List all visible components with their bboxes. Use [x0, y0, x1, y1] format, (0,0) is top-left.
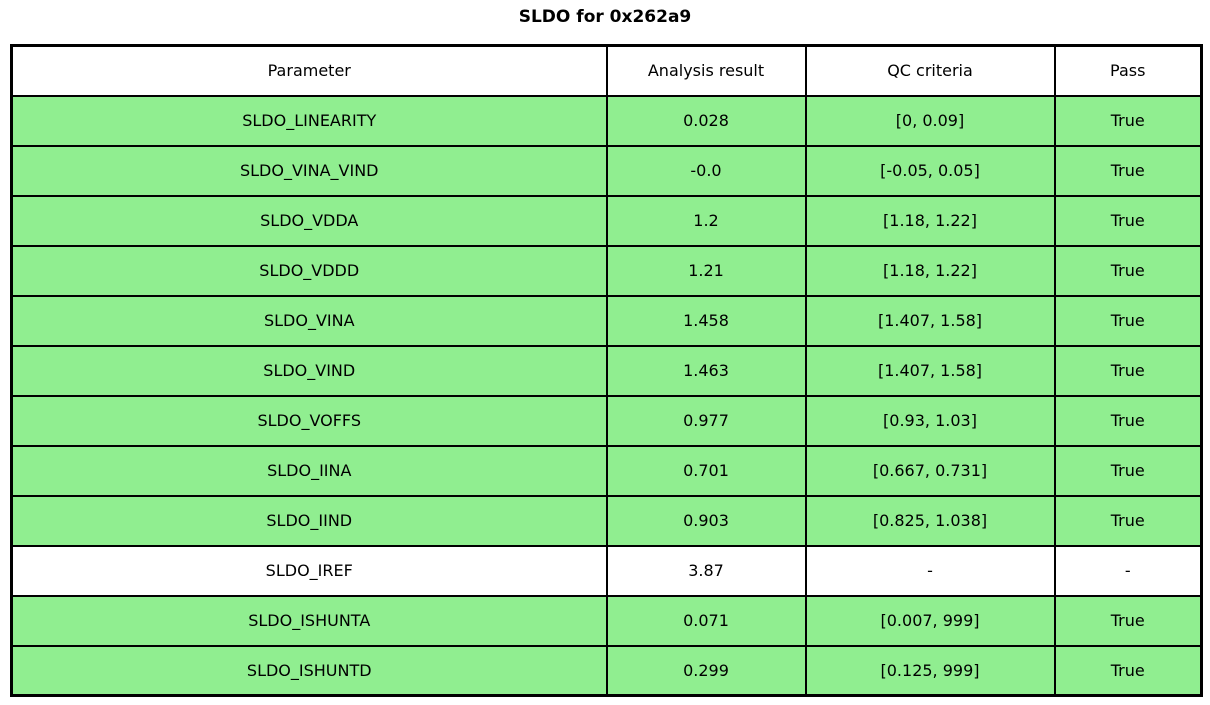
table-row: SLDO_VIND 1.463 [1.407, 1.58] True [10, 344, 1203, 397]
table-row: SLDO_VDDD 1.21 [1.18, 1.22] True [10, 244, 1203, 297]
table-row: SLDO_IINA 0.701 [0.667, 0.731] True [10, 444, 1203, 497]
table-row: SLDO_IIND 0.903 [0.825, 1.038] True [10, 494, 1203, 547]
cell-qc-criteria: - [804, 544, 1056, 597]
cell-parameter: SLDO_IINA [10, 444, 608, 497]
table-row: SLDO_IREF 3.87- - [10, 544, 1203, 597]
cell-parameter: SLDO_IREF [10, 544, 608, 597]
cell-analysis-result: -0.0 [605, 144, 807, 197]
column-header-qc-criteria: QC criteria [804, 44, 1056, 97]
cell-pass: True [1053, 494, 1203, 547]
cell-pass: True [1053, 244, 1203, 297]
column-header-parameter: Parameter [10, 44, 608, 97]
cell-qc-criteria: [0.007, 999] [804, 594, 1056, 647]
cell-parameter: SLDO_VDDD [10, 244, 608, 297]
cell-qc-criteria: [1.407, 1.58] [804, 344, 1056, 397]
cell-parameter: SLDO_ISHUNTA [10, 594, 608, 647]
cell-parameter: SLDO_VOFFS [10, 394, 608, 447]
cell-parameter: SLDO_VINA [10, 294, 608, 347]
cell-pass: True [1053, 144, 1203, 197]
table-row: SLDO_ISHUNTD 0.299 [0.125, 999] True [10, 644, 1203, 697]
cell-pass: True [1053, 94, 1203, 147]
cell-pass: True [1053, 194, 1203, 247]
table-row: SLDO_ISHUNTA 0.071 [0.007, 999] True [10, 594, 1203, 647]
cell-qc-criteria: [0.125, 999] [804, 644, 1056, 697]
cell-pass: True [1053, 294, 1203, 347]
table-row: SLDO_VDDA 1.2 [1.18, 1.22] True [10, 194, 1203, 247]
cell-parameter: SLDO_VDDA [10, 194, 608, 247]
cell-analysis-result: 0.701 [605, 444, 807, 497]
cell-parameter: SLDO_VIND [10, 344, 608, 397]
table-row: SLDO_VINA 1.458 [1.407, 1.58] True [10, 294, 1203, 347]
cell-analysis-result: 0.028 [605, 94, 807, 147]
cell-parameter: SLDO_IIND [10, 494, 608, 547]
cell-analysis-result: 0.903 [605, 494, 807, 547]
cell-pass: - [1053, 544, 1203, 597]
cell-pass: True [1053, 594, 1203, 647]
cell-qc-criteria: [-0.05, 0.05] [804, 144, 1056, 197]
cell-qc-criteria: [0, 0.09] [804, 94, 1056, 147]
table-row: SLDO_VOFFS 0.977 [0.93, 1.03] True [10, 394, 1203, 447]
column-header-analysis-result: Analysis result [605, 44, 807, 97]
cell-pass: True [1053, 644, 1203, 697]
cell-qc-criteria: [0.93, 1.03] [804, 394, 1056, 447]
cell-analysis-result: 0.299 [605, 644, 807, 697]
column-header-pass: Pass [1053, 44, 1203, 97]
cell-qc-criteria: [1.18, 1.22] [804, 194, 1056, 247]
table-row: SLDO_LINEARITY 0.028 [0, 0.09] True [10, 94, 1203, 147]
cell-pass: True [1053, 344, 1203, 397]
cell-analysis-result: 3.87 [605, 544, 807, 597]
cell-analysis-result: 1.463 [605, 344, 807, 397]
cell-analysis-result: 1.21 [605, 244, 807, 297]
cell-qc-criteria: [1.407, 1.58] [804, 294, 1056, 347]
page-title: SLDO for 0x262a9 [518, 7, 692, 27]
table-row: SLDO_VINA_VIND -0.0 [-0.05, 0.05] True [10, 144, 1203, 197]
cell-analysis-result: 1.458 [605, 294, 807, 347]
qc-results-table: Parameter Analysis result QC criteria Pass … [10, 44, 1203, 697]
table-body: SLDO_LINEARITY 0.028 [0, 0.09] True SLDO_VIN… [10, 94, 1203, 697]
cell-parameter: SLDO_VINA_VIND [10, 144, 608, 197]
cell-analysis-result: 1.2 [605, 194, 807, 247]
cell-qc-criteria: [1.18, 1.22] [804, 244, 1056, 297]
cell-pass: True [1053, 394, 1203, 447]
cell-parameter: SLDO_LINEARITY [10, 94, 608, 147]
cell-qc-criteria: [0.667, 0.731] [804, 444, 1056, 497]
cell-analysis-result: 0.071 [605, 594, 807, 647]
cell-qc-criteria: [0.825, 1.038] [804, 494, 1056, 547]
cell-analysis-result: 0.977 [605, 394, 807, 447]
cell-pass: True [1053, 444, 1203, 497]
cell-parameter: SLDO_ISHUNTD [10, 644, 608, 697]
table-header-row: Parameter Analysis result QC criteria Pass [10, 44, 1203, 97]
